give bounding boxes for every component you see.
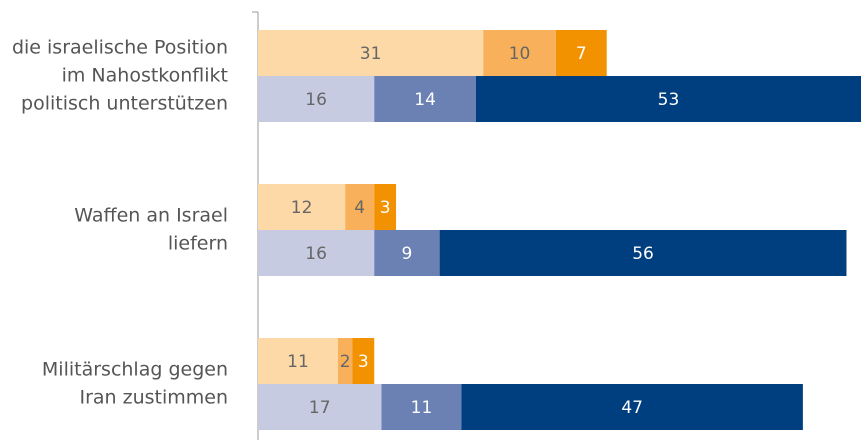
bar-segment <box>258 184 346 230</box>
bar-segment <box>258 30 484 76</box>
bar-segment <box>258 230 375 276</box>
value-label: 11 <box>287 352 309 372</box>
category-label: Waffen an Israel <box>74 205 228 227</box>
value-label: 47 <box>621 398 643 418</box>
bar-segment <box>258 338 338 384</box>
bar-segment <box>345 184 375 230</box>
bar-segment <box>381 384 462 430</box>
value-label: 11 <box>411 398 433 418</box>
bar-segment <box>258 384 382 430</box>
bar-segment <box>483 30 556 76</box>
bar-segment <box>374 76 476 122</box>
value-label: 12 <box>291 198 313 218</box>
value-label: 3 <box>358 352 369 372</box>
value-label: 9 <box>402 244 413 264</box>
value-label: 53 <box>658 90 680 110</box>
bar-segment <box>374 230 440 276</box>
category-label: die israelische Position <box>12 37 228 59</box>
value-label: 17 <box>309 398 331 418</box>
value-label: 2 <box>340 352 351 372</box>
category-label: im Nahostkonflikt <box>62 65 228 87</box>
category-label: politisch unterstützen <box>21 93 228 115</box>
category-label: Iran zustimmen <box>79 387 228 409</box>
category-label: Militärschlag gegen <box>42 359 228 381</box>
value-label: 10 <box>509 44 531 64</box>
bar-segment <box>352 338 375 384</box>
bar-segment <box>439 230 847 276</box>
value-label: 14 <box>414 90 436 110</box>
bar-segment <box>258 76 375 122</box>
bar-segment <box>374 184 397 230</box>
bar-segment <box>337 338 353 384</box>
category-label: liefern <box>168 233 228 255</box>
bar-segment <box>475 76 861 122</box>
value-label: 56 <box>632 244 654 264</box>
bar-segment <box>461 384 803 430</box>
value-label: 16 <box>305 90 327 110</box>
bar-segment <box>555 30 607 76</box>
value-label: 7 <box>576 44 587 64</box>
value-label: 16 <box>305 244 327 264</box>
value-label: 3 <box>380 198 391 218</box>
value-label: 4 <box>354 198 365 218</box>
value-label: 31 <box>360 44 382 64</box>
